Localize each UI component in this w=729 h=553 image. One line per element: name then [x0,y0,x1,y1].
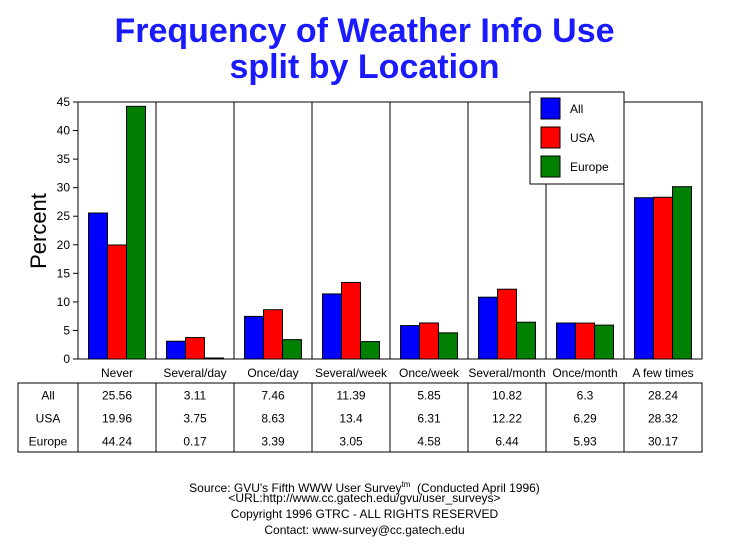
table-cell: 8.63 [261,412,285,426]
bar-europe[interactable] [594,324,614,360]
bar-all[interactable] [322,293,342,360]
table-cell: 6.3 [577,389,594,403]
table-cell: 4.58 [417,435,441,449]
table-cell: 28.24 [648,389,678,403]
table-cell: 7.46 [261,389,285,403]
table-row-label: Europe [29,435,68,449]
legend-swatch-all [540,97,561,120]
data-table [17,382,703,453]
bar-europe[interactable] [516,321,536,360]
bar-all[interactable] [244,315,264,360]
table-row-label: USA [36,412,61,426]
x-tick-label: Once/day [247,366,298,380]
y-tick-label: 40 [57,124,71,138]
bar-all[interactable] [166,340,186,360]
table-cell: 5.85 [417,389,441,403]
chart-subtitle: split by Location [229,48,500,86]
x-tick-label: Several/week [315,366,388,380]
table-cell: 44.24 [102,435,132,449]
table-row-label: All [41,389,54,403]
x-tick-label: Once/month [552,366,617,380]
table-cell: 6.44 [495,435,519,449]
plot-frame [77,101,703,360]
source-trademark: tm [401,480,411,489]
table-cell: 13.4 [339,412,363,426]
table-cell: 30.17 [648,435,678,449]
legend-swatch-europe [540,155,561,178]
bar-usa[interactable] [263,309,283,360]
bar-usa[interactable] [653,196,673,360]
table-cell: 11.39 [336,389,365,403]
copyright-line: Copyright 1996 GTRC - ALL RIGHTS RESERVE… [230,507,499,521]
y-tick-label: 30 [57,181,71,195]
bar-all[interactable] [478,296,498,360]
legend-label: All [570,102,583,116]
table-cell: 25.56 [102,389,132,403]
bar-all[interactable] [634,197,654,360]
bar-usa[interactable] [419,322,439,360]
bar-europe[interactable] [282,339,302,360]
table-cell: 3.39 [261,435,285,449]
y-tick-label: 5 [63,323,70,337]
source-text: Source: GVU's Fifth WWW User Survey [189,481,402,495]
legend-label: Europe [570,160,609,174]
table-cell: 3.75 [183,412,207,426]
bar-usa[interactable] [107,244,127,360]
bar-europe[interactable] [360,341,380,360]
chart-title: Frequency of Weather Info Use [114,12,615,50]
legend-swatch-usa [540,126,561,149]
y-axis-label: Percent [26,193,51,269]
y-tick-label: 10 [57,295,71,309]
table-cell: 19.96 [102,412,132,426]
table-cell: 6.31 [417,412,441,426]
bar-usa[interactable] [497,288,517,360]
bar-all[interactable] [400,325,420,360]
table-cell: 0.17 [183,435,207,449]
x-tick-label: Once/week [399,366,460,380]
bar-usa[interactable] [185,337,205,360]
y-tick-label: 0 [63,352,70,366]
table-cell: 5.93 [573,435,597,449]
bar-chart: Percent 0 5 10 15 20 25 30 35 40 45 Never Several/d… [17,91,703,453]
y-tick-label: 20 [57,238,71,252]
bar-europe[interactable] [672,186,692,360]
table-cell: 3.05 [339,435,363,449]
table-cell: 28.32 [648,412,678,426]
y-tick-label: 25 [57,209,71,223]
x-tick-label: Several/month [468,366,545,380]
x-tick-label: Never [101,366,133,380]
bar-all[interactable] [556,322,576,360]
y-tick-label: 45 [57,95,71,109]
bar-europe[interactable] [126,105,146,360]
bar-all[interactable] [88,212,108,360]
y-tick-label: 15 [57,266,71,280]
bar-usa[interactable] [575,322,595,360]
bar-usa[interactable] [341,281,361,360]
x-tick-label: Several/day [163,366,226,380]
contact-line: Contact: www-survey@cc.gatech.edu [264,523,465,537]
table-cell: 12.22 [492,412,522,426]
legend: All USA Europe [529,91,625,185]
x-tick-label: A few times [632,366,693,380]
y-tick-label: 35 [57,152,71,166]
bar-europe[interactable] [438,332,458,360]
table-cell: 6.29 [573,412,597,426]
source-url: <URL:http://www.cc.gatech.edu/gvu/user_s… [228,491,501,505]
table-cell: 10.82 [492,389,522,403]
table-cell: 3.11 [184,389,207,403]
source-line: Source: GVU's Fifth WWW User Surveytm (C… [0,477,729,496]
source-conducted: (Conducted April 1996) [410,481,540,495]
legend-label: USA [570,131,595,145]
